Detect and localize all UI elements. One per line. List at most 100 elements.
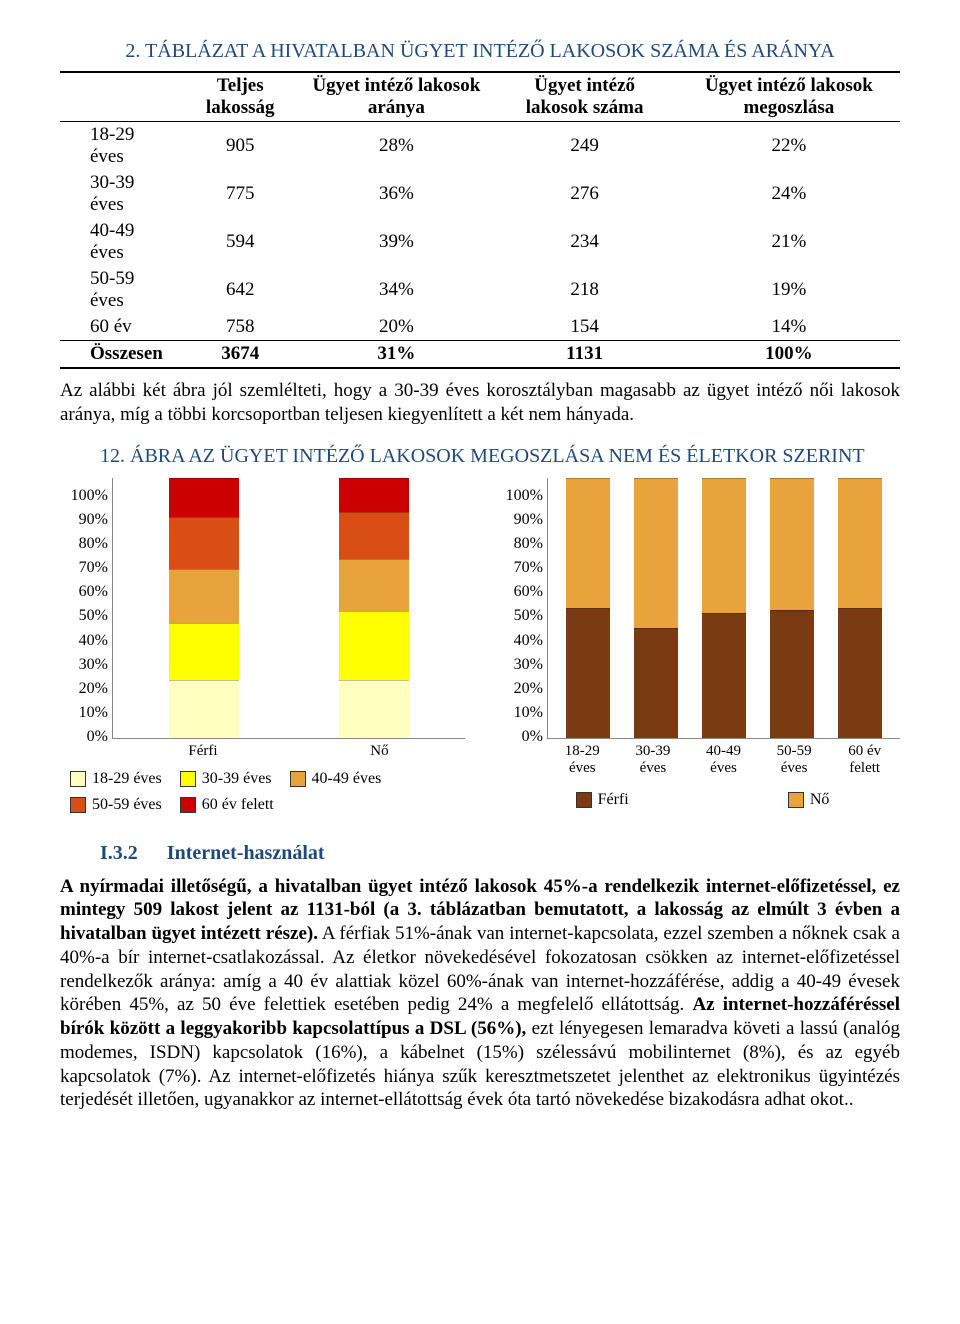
x-label: 30-39 éves bbox=[625, 743, 681, 777]
legend-item: 60 év felett bbox=[180, 796, 274, 814]
table-cell: 34% bbox=[301, 266, 491, 314]
bar bbox=[566, 478, 610, 738]
y-tick: 60% bbox=[495, 583, 543, 601]
bar-segment bbox=[838, 478, 882, 608]
bar bbox=[339, 478, 409, 738]
y-tick: 10% bbox=[60, 704, 108, 722]
y-tick: 40% bbox=[495, 632, 543, 650]
y-tick: 100% bbox=[60, 487, 108, 505]
legend-item: 30-39 éves bbox=[180, 770, 272, 788]
table-cell: 14% bbox=[678, 314, 900, 341]
x-label: 50-59 éves bbox=[766, 743, 822, 777]
legend-item: 18-29 éves bbox=[70, 770, 162, 788]
bar-segment bbox=[566, 478, 610, 608]
figure-title: 12. ÁBRA AZ ÜGYET INTÉZŐ LAKOSOK MEGOSZL… bbox=[60, 445, 900, 468]
y-tick: 20% bbox=[495, 680, 543, 698]
bar-segment bbox=[770, 478, 814, 611]
bar bbox=[634, 478, 678, 738]
section-title: Internet-használat bbox=[167, 842, 325, 864]
bar-segment bbox=[169, 478, 239, 517]
table-cell: 905 bbox=[179, 122, 301, 171]
legend-label: 18-29 éves bbox=[92, 770, 162, 788]
y-tick: 10% bbox=[495, 704, 543, 722]
legend-swatch bbox=[576, 792, 592, 808]
paragraph-1: Az alábbi két ábra jól szemlélteti, hogy… bbox=[60, 379, 900, 427]
col-h3: Ügyet intéző lakosok száma bbox=[492, 72, 678, 122]
table-cell: 20% bbox=[301, 314, 491, 341]
table-total-cell: 100% bbox=[678, 341, 900, 369]
bar-segment bbox=[838, 608, 882, 738]
y-tick: 20% bbox=[60, 680, 108, 698]
x-label: 40-49 éves bbox=[695, 743, 751, 777]
y-tick: 50% bbox=[60, 607, 108, 625]
legend-label: 30-39 éves bbox=[202, 770, 272, 788]
col-h2: Ügyet intéző lakosok aránya bbox=[301, 72, 491, 122]
legend-swatch bbox=[180, 771, 196, 787]
legend-label: 40-49 éves bbox=[312, 770, 382, 788]
table-cell: 218 bbox=[492, 266, 678, 314]
table-cell: 39% bbox=[301, 218, 491, 266]
legend-swatch bbox=[70, 771, 86, 787]
legend-item: 50-59 éves bbox=[70, 796, 162, 814]
data-table: Teljes lakosság Ügyet intéző lakosok ará… bbox=[60, 71, 900, 369]
bar-segment bbox=[634, 478, 678, 629]
y-tick: 60% bbox=[60, 583, 108, 601]
legend-label: Nő bbox=[810, 791, 830, 809]
section-heading: I.3.2 Internet-használat bbox=[100, 842, 900, 865]
bar-segment bbox=[169, 569, 239, 624]
y-tick: 80% bbox=[495, 535, 543, 553]
table-cell: 30-39 éves bbox=[60, 170, 179, 218]
bar bbox=[838, 478, 882, 738]
col-h0 bbox=[60, 72, 179, 122]
legend-swatch bbox=[180, 797, 196, 813]
bar-segment bbox=[339, 559, 409, 611]
paragraph-2: A nyírmadai illetőségű, a hivatalban ügy… bbox=[60, 875, 900, 1113]
bar-segment bbox=[169, 680, 239, 737]
bar bbox=[169, 478, 239, 738]
x-label: 60 év felett bbox=[837, 743, 893, 777]
legend-swatch bbox=[70, 797, 86, 813]
x-label: Nő bbox=[370, 743, 388, 760]
table-cell: 249 bbox=[492, 122, 678, 171]
bar-segment bbox=[702, 613, 746, 738]
x-label: 18-29 éves bbox=[554, 743, 610, 777]
y-tick: 70% bbox=[60, 559, 108, 577]
table-total-cell: 1131 bbox=[492, 341, 678, 369]
bar bbox=[770, 478, 814, 738]
table-cell: 276 bbox=[492, 170, 678, 218]
bar-segment bbox=[169, 623, 239, 680]
y-tick: 0% bbox=[495, 728, 543, 746]
bar-segment bbox=[169, 517, 239, 569]
legend-label: 50-59 éves bbox=[92, 796, 162, 814]
table-cell: 60 év bbox=[60, 314, 179, 341]
table-total-cell: Összesen bbox=[60, 341, 179, 369]
chart-right: 0% 10% 20% 30% 40% 50% 60% 70% 80% 90% 100% 18-29 … bbox=[495, 478, 900, 814]
legend-label: 60 év felett bbox=[202, 796, 274, 814]
y-tick: 80% bbox=[60, 535, 108, 553]
bar bbox=[702, 478, 746, 738]
table-cell: 28% bbox=[301, 122, 491, 171]
bar-segment bbox=[566, 608, 610, 738]
y-tick: 50% bbox=[495, 607, 543, 625]
bar-segment bbox=[339, 478, 409, 512]
y-tick: 90% bbox=[495, 511, 543, 529]
table-cell: 594 bbox=[179, 218, 301, 266]
table-cell: 24% bbox=[678, 170, 900, 218]
bar-segment bbox=[339, 611, 409, 681]
y-tick: 100% bbox=[495, 487, 543, 505]
x-label: Férfi bbox=[188, 743, 217, 760]
table-cell: 758 bbox=[179, 314, 301, 341]
table-cell: 21% bbox=[678, 218, 900, 266]
legend-item: 40-49 éves bbox=[290, 770, 382, 788]
table-cell: 36% bbox=[301, 170, 491, 218]
table-total-cell: 3674 bbox=[179, 341, 301, 369]
y-tick: 70% bbox=[495, 559, 543, 577]
bar-segment bbox=[702, 478, 746, 613]
y-tick: 30% bbox=[495, 656, 543, 674]
y-tick: 90% bbox=[60, 511, 108, 529]
legend-swatch bbox=[290, 771, 306, 787]
table-cell: 154 bbox=[492, 314, 678, 341]
bar-segment bbox=[339, 512, 409, 559]
table-cell: 234 bbox=[492, 218, 678, 266]
legend-item: Férfi bbox=[576, 791, 629, 809]
